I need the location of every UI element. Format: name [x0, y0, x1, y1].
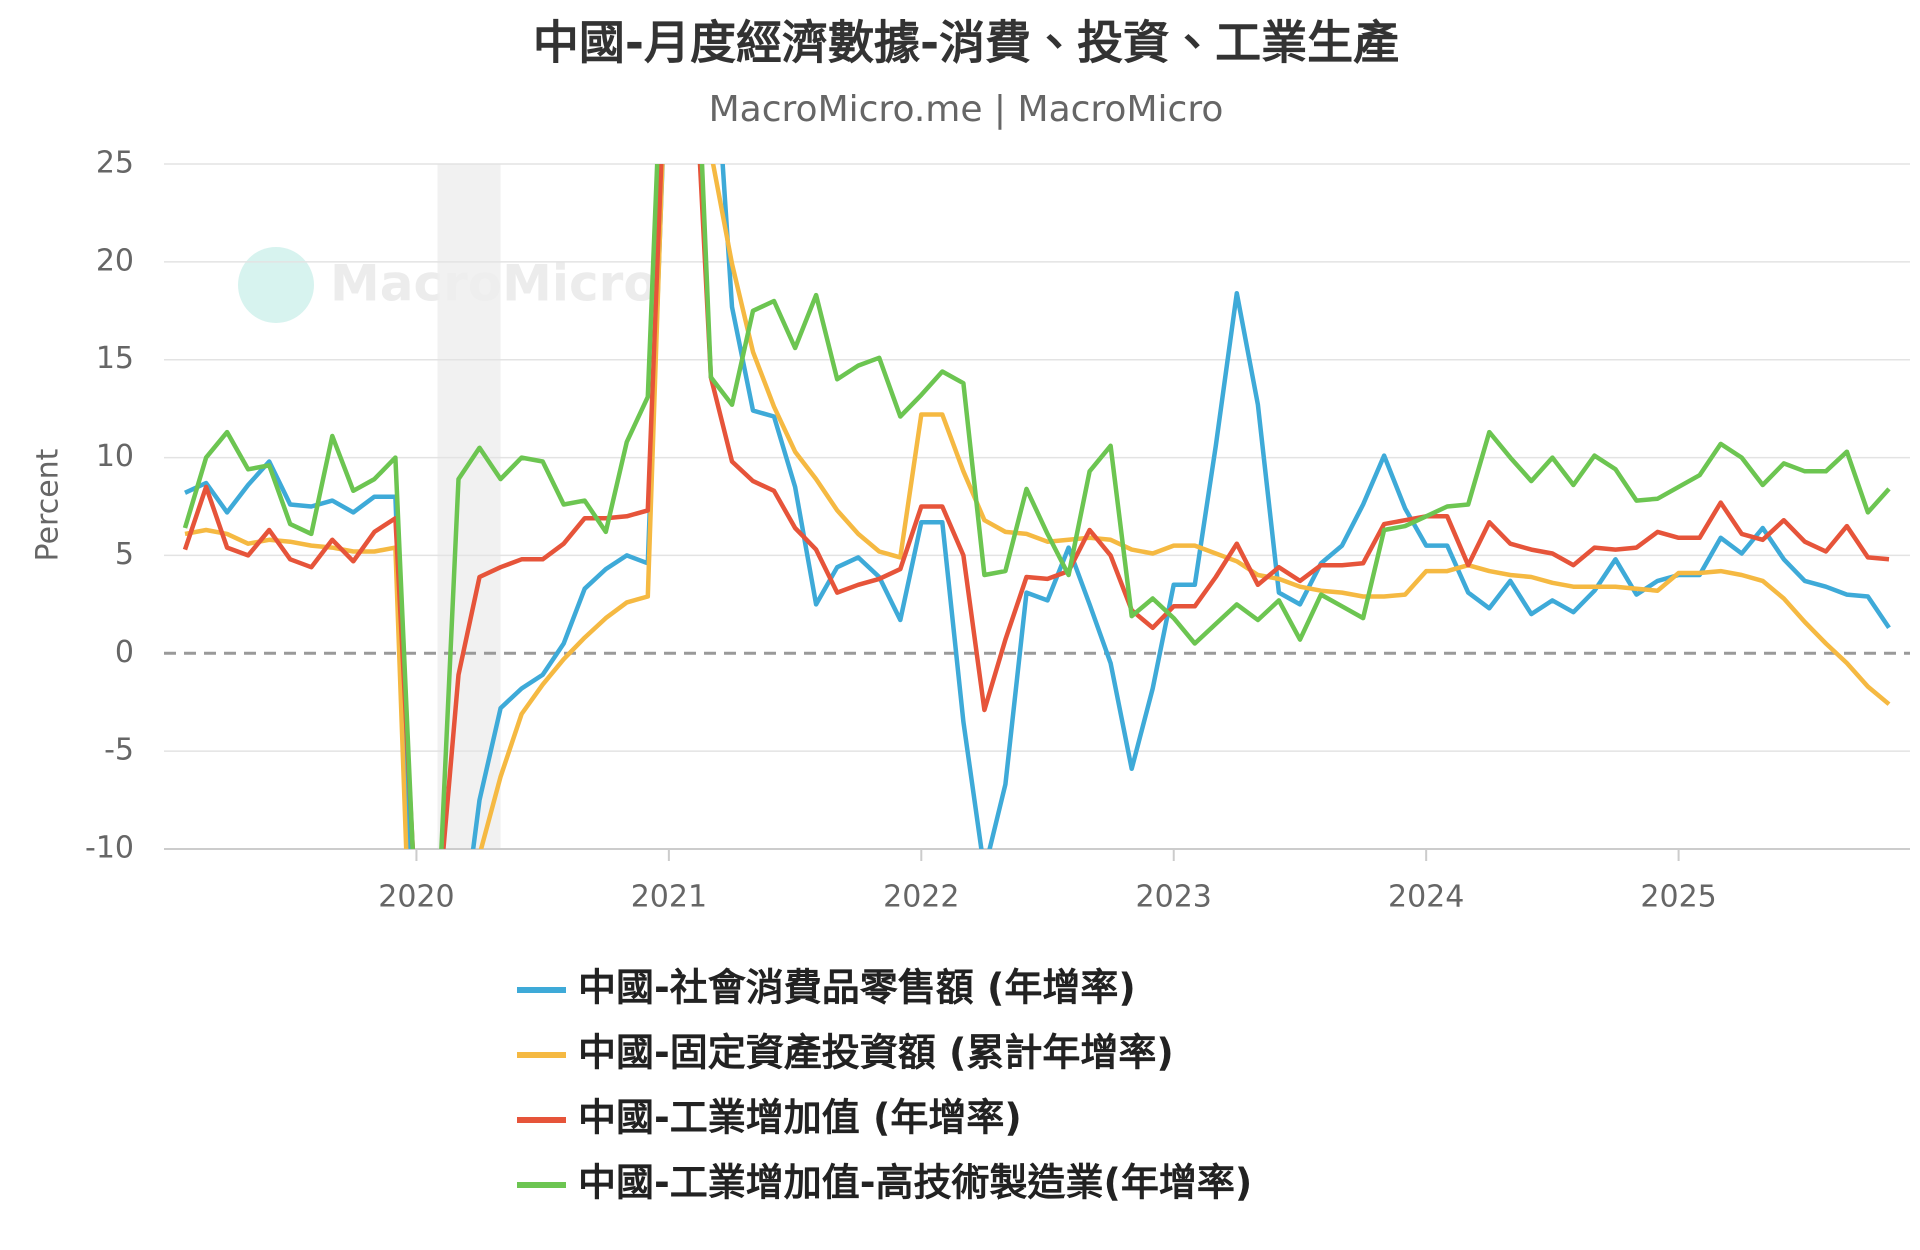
y-tick-label: -10 — [85, 831, 134, 866]
x-tick-label: 2021 — [631, 880, 707, 915]
x-tick-label: 2020 — [378, 880, 454, 915]
y-tick-label: 0 — [115, 635, 134, 670]
series-line — [184, 164, 1891, 849]
x-tick-label: 2024 — [1388, 880, 1464, 915]
legend-label: 中國-社會消費品零售額 (年增率) — [578, 966, 1136, 1010]
y-tick-label: 20 — [96, 243, 134, 278]
y-tick-label: 5 — [115, 537, 134, 572]
x-tick-label: 2022 — [883, 880, 959, 915]
y-tick-label: 15 — [96, 341, 134, 376]
y-tick-label: 25 — [96, 146, 134, 181]
series-line — [182, 164, 1891, 849]
x-tick-label: 2023 — [1136, 880, 1212, 915]
plot-lines — [182, 164, 1891, 849]
chart-subtitle: MacroMicro.me | MacroMicro — [709, 89, 1224, 130]
legend-label: 中國-工業增加值 (年增率) — [578, 1096, 1022, 1140]
y-axis-label: Percent — [31, 448, 66, 561]
x-tick-label: 2025 — [1640, 880, 1716, 915]
y-tick-label: -5 — [104, 733, 134, 768]
series-line — [182, 164, 1890, 849]
legend-label: 中國-工業增加值-高技術製造業(年增率) — [578, 1161, 1252, 1205]
y-tick-label: 10 — [96, 439, 134, 474]
series-line — [184, 164, 1891, 849]
chart-title: 中國-月度經濟數據-消費、投資、工業生產 — [533, 16, 1399, 70]
legend-label: 中國-固定資產投資額 (累計年增率) — [578, 1031, 1174, 1075]
watermark-logo — [238, 247, 314, 323]
